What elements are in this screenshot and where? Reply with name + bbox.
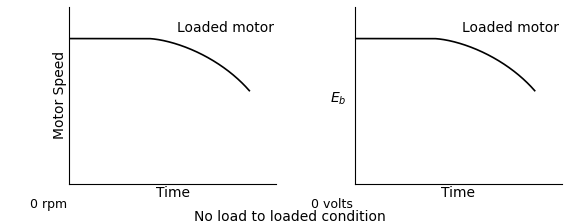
X-axis label: Time: Time <box>156 186 190 200</box>
Text: Loaded motor: Loaded motor <box>463 21 559 35</box>
Y-axis label: Motor Speed: Motor Speed <box>53 51 67 139</box>
Text: No load to loaded condition: No load to loaded condition <box>193 210 386 224</box>
Text: 0 volts: 0 volts <box>311 198 353 211</box>
Text: Loaded motor: Loaded motor <box>177 21 274 35</box>
Text: 0 rpm: 0 rpm <box>30 198 67 211</box>
Text: $E_b$: $E_b$ <box>330 90 347 107</box>
X-axis label: Time: Time <box>441 186 475 200</box>
